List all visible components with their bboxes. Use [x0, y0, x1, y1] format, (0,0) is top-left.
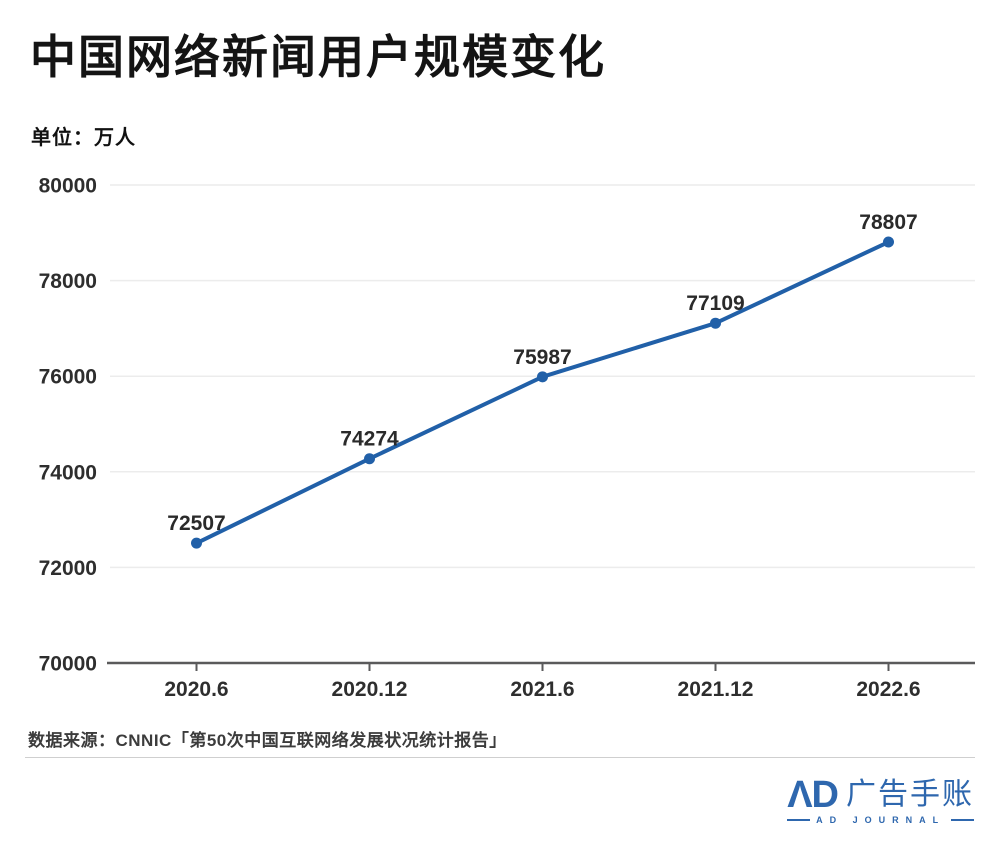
- x-tick-label: 2021.12: [678, 678, 754, 701]
- data-point: [364, 453, 375, 465]
- y-tick-label: 74000: [39, 461, 97, 484]
- footer-divider: [25, 757, 975, 758]
- data-point: [537, 371, 548, 383]
- chart-title: 中国网络新闻用户规模变化: [30, 31, 606, 83]
- y-tick-label: 78000: [39, 270, 97, 293]
- logo-ad-mark: ΛD: [787, 774, 839, 816]
- logo-dash-right: [951, 819, 974, 821]
- unit-label: 单位：万人: [31, 127, 136, 149]
- data-line: [194, 240, 891, 546]
- logo-journal-line: AD JOURNAL: [787, 815, 974, 825]
- data-label: 74274: [340, 428, 399, 451]
- data-point: [710, 317, 721, 329]
- data-point: [883, 236, 894, 248]
- y-tick-label: 72000: [39, 557, 97, 580]
- data-label: 77109: [686, 292, 744, 315]
- data-label: 75987: [513, 346, 571, 369]
- x-tick-label: 2022.6: [856, 678, 920, 701]
- logo-dash-left: [787, 819, 811, 821]
- x-tick-label: 2020.6: [164, 678, 228, 701]
- y-tick-label: 76000: [39, 366, 97, 389]
- data-label: 78807: [859, 211, 917, 234]
- logo-row: ΛD 广告手账: [787, 776, 974, 814]
- brand-logo: ΛD 广告手账 AD JOURNAL: [787, 776, 974, 825]
- y-tick-label: 70000: [39, 653, 97, 676]
- y-tick-label: 80000: [39, 175, 97, 198]
- logo-brand-name: 广告手账: [846, 778, 974, 811]
- data-label: 72507: [167, 512, 225, 535]
- logo-journal-text: AD JOURNAL: [816, 815, 946, 825]
- data-source: 数据来源：CNNIC「第50次中国互联网络发展状况统计报告」: [28, 731, 507, 750]
- x-tick-label: 2020.12: [332, 678, 408, 701]
- data-point: [191, 537, 202, 549]
- x-tick-label: 2021.6: [510, 678, 574, 701]
